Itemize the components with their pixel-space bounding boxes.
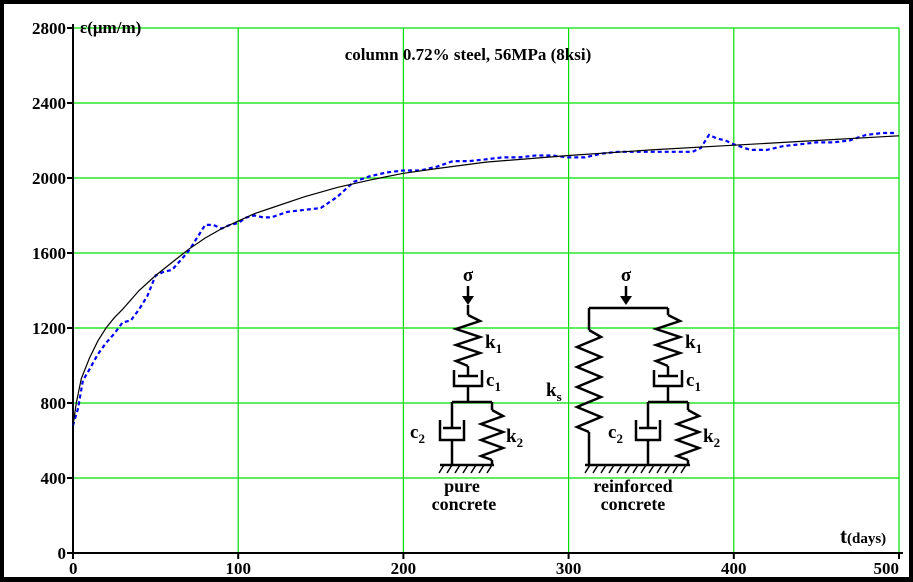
spring-k1-pure — [452, 313, 484, 368]
x-tick-label: 400 — [721, 559, 747, 578]
k1-label-reinforced: k1 — [685, 332, 702, 356]
x-axis-label-unit: (days) — [847, 531, 886, 547]
pure-caption-line1: pure — [444, 476, 480, 496]
spring-k2-pure — [477, 408, 507, 462]
x-tick-label: 200 — [391, 559, 417, 578]
c2-label-pure: c2 — [410, 422, 425, 446]
tick-labels: 0 100 200 300 400 500 0 400 800 1200 1600 2000 2400 2… — [32, 19, 899, 578]
k2-label-pure: k2 — [506, 426, 523, 450]
y-tick-label: 2000 — [32, 169, 66, 188]
axes — [67, 24, 903, 559]
y-tick-label: 1200 — [32, 319, 66, 338]
y-tick-label: 1600 — [32, 244, 66, 263]
reinforced-concrete-model: σ — [573, 265, 703, 474]
x-tick-label: 300 — [556, 559, 582, 578]
y-tick-label: 2800 — [32, 19, 66, 38]
spring-ks — [573, 328, 605, 434]
reinforced-caption-line1: reinforced — [593, 476, 672, 496]
grid-lines — [73, 27, 900, 553]
y-tick-label: 0 — [58, 544, 67, 563]
stress-symbol-pure: σ — [463, 265, 474, 286]
x-tick-label: 0 — [69, 559, 78, 578]
k2-label-reinforced: k2 — [703, 426, 720, 450]
fitted-series-line — [72, 135, 900, 426]
chart-title: column 0.72% steel, 56MPa (8ksi) — [345, 45, 591, 64]
y-tick-label: 400 — [41, 469, 67, 488]
pure-caption-line2: concrete — [432, 494, 497, 514]
c2-label-reinforced: c2 — [608, 422, 623, 446]
k1-label-pure: k1 — [485, 332, 502, 356]
ks-label: ks — [546, 380, 562, 404]
c1-label-pure: c1 — [486, 370, 501, 394]
x-tick-label: 500 — [874, 559, 900, 578]
y-tick-label: 2400 — [32, 94, 66, 113]
reinforced-caption-line2: concrete — [601, 494, 666, 514]
c1-label-reinforced: c1 — [686, 370, 701, 394]
x-axis-label: t(days) — [840, 524, 886, 548]
spring-k1-reinforced — [652, 313, 684, 368]
data-series — [71, 131, 900, 426]
stress-symbol-reinforced: σ — [621, 265, 632, 286]
spring-k2-reinforced — [673, 408, 703, 462]
pure-concrete-model: σ — [438, 265, 507, 474]
x-tick-label: 100 — [225, 559, 251, 578]
y-axis-label: ε(μm/m) — [80, 18, 141, 37]
x-axis-label-symbol: t — [840, 524, 847, 548]
y-tick-label: 800 — [41, 394, 67, 413]
